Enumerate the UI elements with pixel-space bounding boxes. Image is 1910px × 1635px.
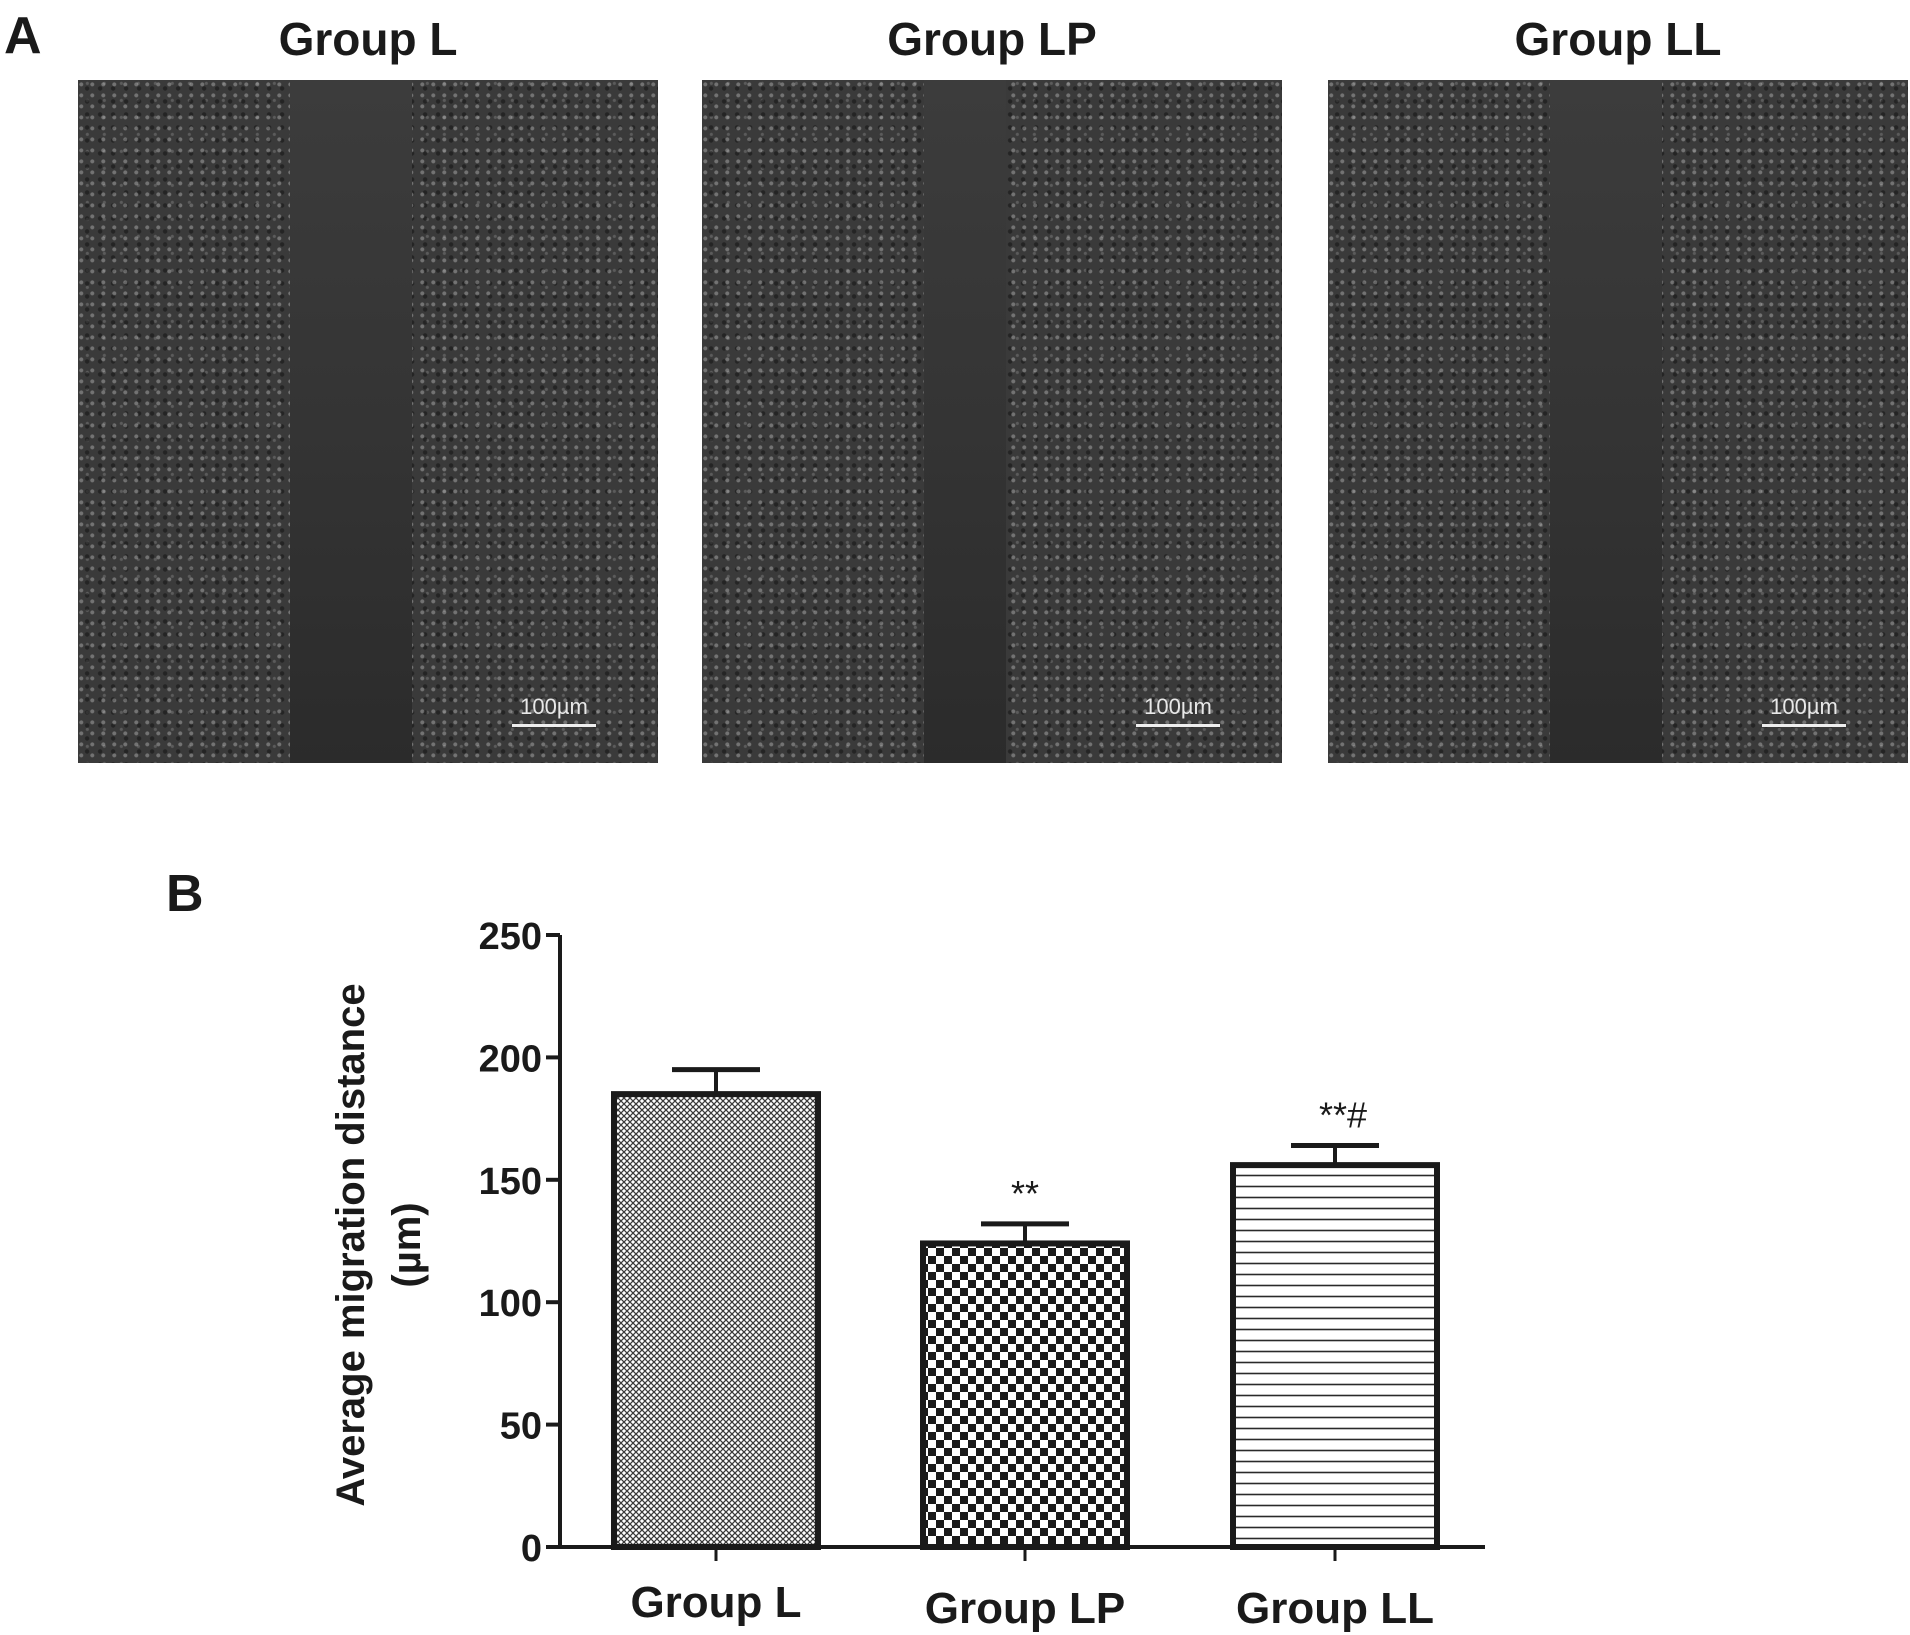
scale-bar: 100µm	[1136, 694, 1220, 727]
bar	[1230, 1162, 1440, 1550]
y-axis-label-unit: (µm)	[385, 1202, 429, 1287]
micrograph-group-lp: 100µm	[702, 80, 1282, 763]
y-tick-label: 50	[500, 1406, 542, 1448]
scratch-gap	[1550, 80, 1662, 763]
x-tick-label: Group LL	[1236, 1584, 1434, 1633]
significance-annotation: **	[1011, 1173, 1039, 1214]
y-tick-label: 0	[521, 1528, 542, 1570]
scale-line	[512, 724, 596, 727]
significance-annotation: **#	[1319, 1095, 1367, 1136]
scale-bar: 100µm	[1762, 694, 1846, 727]
scale-line	[1762, 724, 1846, 727]
micrograph-group-l: 100µm	[78, 80, 658, 763]
scale-label: 100µm	[1770, 694, 1838, 719]
scale-label: 100µm	[1144, 694, 1212, 719]
scale-label: 100µm	[520, 694, 588, 719]
bar-chart: 0 50 100 150 200 250 Average migration distanc…	[329, 916, 1485, 1633]
panel-b-letter: B	[166, 865, 204, 923]
y-tick-label: 250	[479, 916, 542, 958]
x-tick-label: Group LP	[925, 1584, 1125, 1633]
group-ll-title: Group LL	[1514, 13, 1722, 65]
scale-bar: 100µm	[512, 694, 596, 727]
bar	[920, 1240, 1130, 1550]
scratch-gap	[290, 80, 412, 763]
y-tick-label: 200	[479, 1038, 542, 1080]
bar	[611, 1091, 821, 1550]
group-lp-title: Group LP	[887, 13, 1097, 65]
x-tick-label: Group L	[630, 1578, 801, 1627]
y-tick-label: 100	[479, 1283, 542, 1325]
y-tick-label: 150	[479, 1161, 542, 1203]
scratch-gap	[924, 80, 1006, 763]
y-axis-label: Average migration distance	[329, 983, 373, 1506]
micrograph-group-ll: 100µm	[1328, 80, 1908, 763]
panel-a-letter: A	[4, 7, 42, 65]
scale-line	[1136, 724, 1220, 727]
group-l-title: Group L	[278, 13, 458, 65]
